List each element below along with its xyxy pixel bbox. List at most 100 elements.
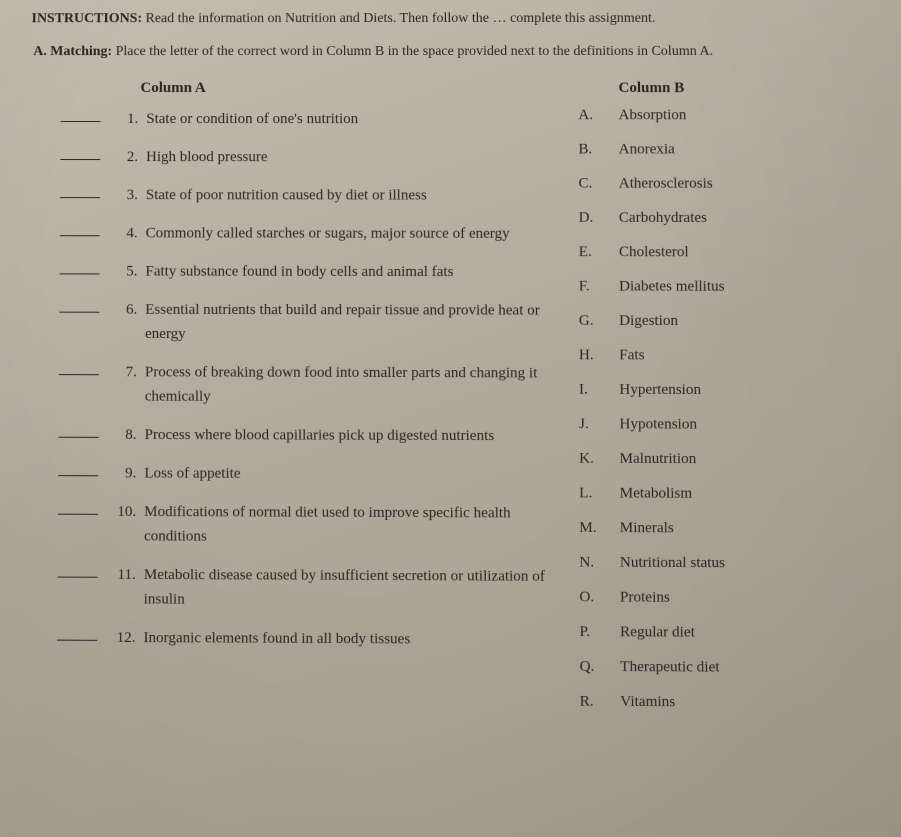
question-row: 10. Modifications of normal diet used to…	[58, 499, 559, 550]
answer-blank[interactable]	[59, 374, 99, 375]
choice-word: Fats	[619, 347, 875, 365]
question-row: 5. Fatty substance found in body cells a…	[60, 259, 559, 284]
question-text: State or condition of one's nutrition	[146, 107, 558, 131]
choice-letter: H.	[579, 347, 607, 364]
choice-letter: N.	[579, 554, 607, 571]
question-number: 12.	[109, 626, 135, 651]
column-b-header: Column B	[578, 80, 873, 97]
choice-word: Malnutrition	[620, 451, 876, 469]
question-row: 7. Process of breaking down food into sm…	[59, 360, 559, 410]
question-number: 9.	[110, 461, 136, 485]
choice-word: Minerals	[620, 520, 877, 538]
answer-blank[interactable]	[61, 121, 101, 122]
choice-letter: I.	[579, 382, 607, 399]
choice-word: Absorption	[619, 107, 874, 124]
section-text: Place the letter of the correct word in …	[116, 44, 714, 59]
answer-blank[interactable]	[60, 197, 100, 198]
question-number: 1.	[112, 107, 138, 131]
question-number: 11.	[110, 563, 136, 588]
answer-blank[interactable]	[58, 514, 98, 515]
section-label: A. Matching:	[33, 44, 112, 59]
instructions-block: INSTRUCTIONS: Read the information on Nu…	[31, 8, 872, 29]
choice-word: Nutritional status	[620, 555, 877, 573]
worksheet-page: INSTRUCTIONS: Read the information on Nu…	[26, 8, 877, 730]
answer-blank[interactable]	[58, 577, 98, 578]
question-text: Commonly called starches or sugars, majo…	[146, 221, 559, 246]
question-number: 10.	[110, 500, 136, 524]
answer-blank[interactable]	[60, 235, 100, 236]
choice-letter: K.	[579, 451, 607, 468]
choice-word: Therapeutic diet	[620, 659, 877, 678]
choice-row: Q. Therapeutic diet	[580, 659, 878, 678]
choice-letter: O.	[579, 589, 607, 606]
column-a: Column A 1. State or condition of one's …	[57, 80, 560, 728]
choice-row: L. Metabolism	[579, 485, 876, 503]
choice-row: K. Malnutrition	[579, 451, 876, 469]
question-number: 7.	[111, 360, 137, 384]
choice-row: P. Regular diet	[580, 624, 878, 643]
choice-word: Anorexia	[619, 141, 874, 158]
question-row: 12. Inorganic elements found in all body…	[57, 625, 559, 652]
columns-wrapper: Column A 1. State or condition of one's …	[26, 80, 877, 730]
question-row: 8. Process where blood capillaries pick …	[58, 423, 559, 449]
answer-blank[interactable]	[59, 312, 99, 313]
choice-letter: A.	[578, 107, 606, 124]
choice-word: Vitamins	[620, 694, 877, 713]
answer-blank[interactable]	[60, 273, 100, 274]
choice-letter: F.	[579, 278, 607, 295]
choice-word: Cholesterol	[619, 244, 874, 262]
question-text: Modifications of normal diet used to imp…	[144, 500, 559, 550]
choice-row: M. Minerals	[579, 520, 876, 539]
question-row: 11. Metabolic disease caused by insuffic…	[57, 562, 559, 613]
question-text: State of poor nutrition caused by diet o…	[146, 183, 559, 208]
choice-letter: C.	[579, 175, 607, 192]
instructions-label: INSTRUCTIONS:	[31, 11, 142, 26]
question-row: 4. Commonly called starches or sugars, m…	[60, 221, 559, 246]
question-text: Inorganic elements found in all body tis…	[143, 626, 559, 653]
choice-row: H. Fats	[579, 347, 875, 365]
choice-letter: R.	[580, 693, 608, 711]
choice-letter: M.	[579, 520, 607, 537]
question-text: Fatty substance found in body cells and …	[145, 259, 558, 284]
question-text: Essential nutrients that build and repai…	[145, 298, 559, 347]
choice-word: Carbohydrates	[619, 210, 874, 227]
answer-blank[interactable]	[57, 640, 97, 641]
question-text: Process where blood capillaries pick up …	[145, 423, 559, 449]
question-row: 2. High blood pressure	[60, 145, 558, 169]
choice-word: Atherosclerosis	[619, 176, 874, 193]
choice-row: R. Vitamins	[580, 693, 878, 712]
question-row: 3. State of poor nutrition caused by die…	[60, 183, 558, 208]
question-number: 3.	[112, 183, 138, 207]
choice-word: Metabolism	[620, 485, 876, 503]
question-row: 6. Essential nutrients that build and re…	[59, 298, 559, 348]
choice-letter: P.	[580, 624, 608, 642]
question-text: Metabolic disease caused by insufficient…	[144, 563, 560, 614]
choice-letter: E.	[579, 244, 607, 261]
choice-row: O. Proteins	[579, 589, 876, 608]
choice-row: A. Absorption	[578, 107, 873, 124]
question-text: High blood pressure	[146, 145, 558, 169]
choice-word: Hypotension	[619, 416, 875, 434]
choice-letter: J.	[579, 416, 607, 433]
choice-row: C. Atherosclerosis	[579, 175, 874, 192]
instructions-text: Read the information on Nutrition and Di…	[146, 11, 656, 26]
answer-blank[interactable]	[60, 159, 100, 160]
column-b: Column B A. Absorption B. Anorexia C. At…	[578, 80, 877, 730]
choice-letter: G.	[579, 313, 607, 330]
choice-word: Regular diet	[620, 624, 877, 643]
choice-word: Digestion	[619, 313, 875, 331]
answer-blank[interactable]	[58, 437, 98, 438]
question-number: 6.	[111, 298, 137, 322]
question-row: 9. Loss of appetite	[58, 461, 559, 487]
choice-row: J. Hypotension	[579, 416, 876, 434]
choice-letter: D.	[579, 210, 607, 227]
choice-word: Proteins	[620, 589, 877, 608]
question-number: 8.	[110, 423, 136, 447]
answer-blank[interactable]	[58, 475, 98, 476]
question-number: 2.	[112, 145, 138, 169]
choice-row: G. Digestion	[579, 313, 875, 331]
choice-letter: L.	[579, 485, 607, 502]
question-number: 4.	[112, 221, 138, 245]
column-a-header: Column A	[61, 80, 559, 97]
choice-letter: Q.	[580, 659, 608, 677]
